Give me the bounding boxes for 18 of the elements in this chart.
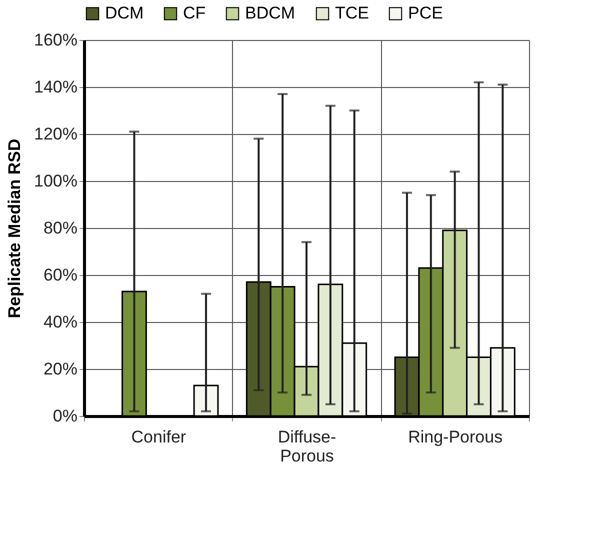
y-tick-label: 160%: [34, 30, 78, 50]
y-axis-title: Replicate Median RSD: [5, 138, 24, 318]
y-tick-label: 0%: [52, 406, 78, 426]
y-tick-label: 20%: [43, 360, 78, 378]
x-tick-label: Conifer: [131, 428, 186, 446]
legend-label: BDCM: [245, 4, 296, 23]
x-tick-label: Ring-Porous: [408, 428, 503, 446]
y-tick-label: 100%: [34, 172, 78, 190]
legend-label: DCM: [105, 4, 144, 23]
y-tick-label: 80%: [43, 218, 78, 238]
y-tick-label: 120%: [34, 124, 78, 144]
legend-label: PCE: [408, 4, 443, 23]
y-tick-label: 40%: [43, 312, 78, 332]
y-tick-label: 140%: [34, 78, 78, 96]
x-tick-label: Diffuse-Porous: [278, 428, 336, 466]
legend-label: TCE: [335, 4, 369, 23]
y-tick-label: 60%: [43, 266, 78, 284]
legend-label: CF: [183, 4, 206, 23]
